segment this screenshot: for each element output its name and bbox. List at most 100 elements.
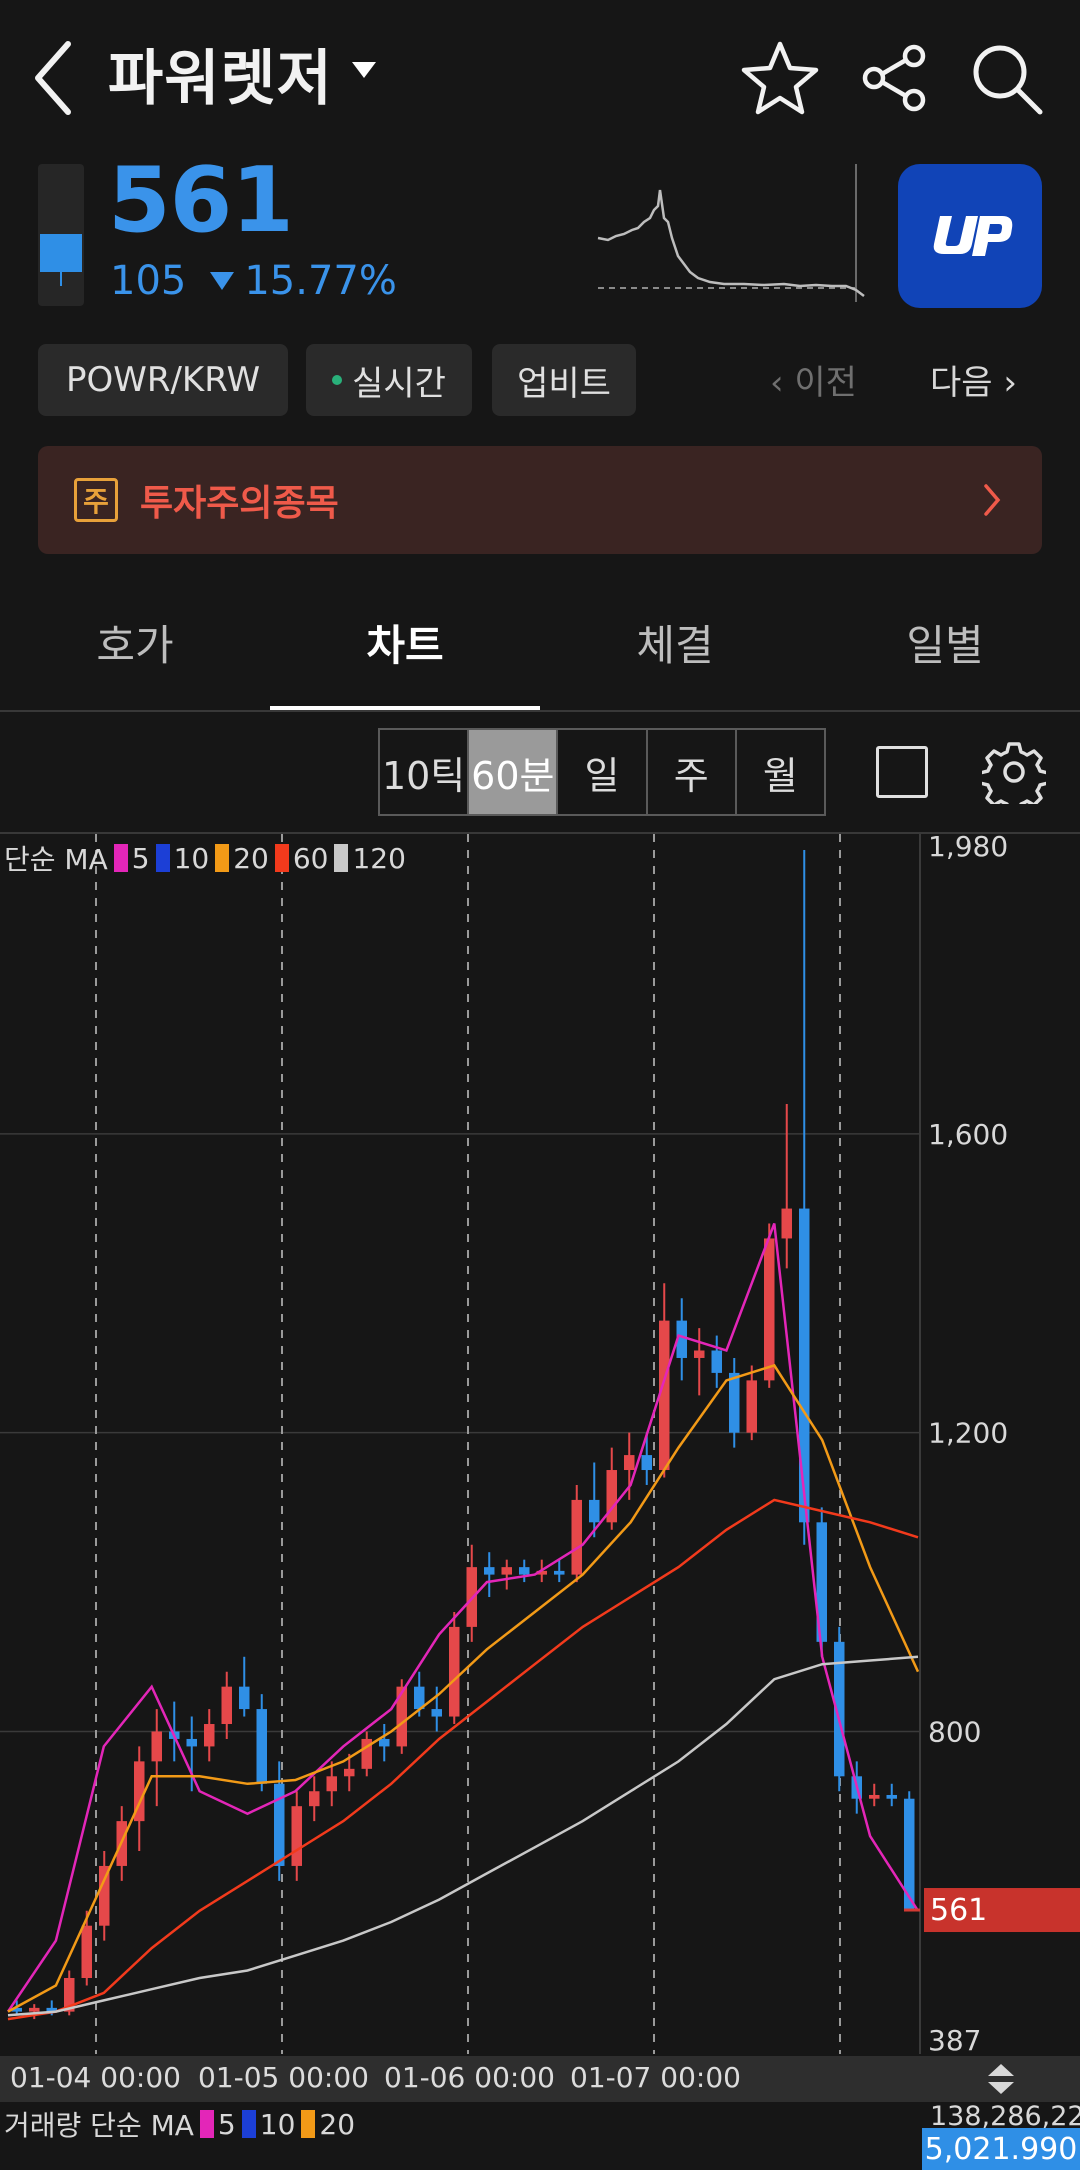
search-icon[interactable] <box>966 38 1046 118</box>
vol-ma20-swatch <box>301 2110 316 2138</box>
y-tick-label: 1,980 <box>928 834 1008 863</box>
candle <box>414 1686 425 1710</box>
live-dot-icon <box>332 375 343 385</box>
candle <box>571 1499 582 1575</box>
change-amount: 105 <box>110 258 187 304</box>
candle <box>361 1738 372 1769</box>
ma10-swatch <box>155 844 170 872</box>
candle <box>536 1570 547 1575</box>
candle <box>816 1522 827 1642</box>
tab-daily[interactable]: 일별 <box>906 621 984 670</box>
share-icon[interactable] <box>856 38 936 118</box>
upbit-logo-icon <box>933 216 1013 256</box>
vol-ma5-swatch <box>199 2110 214 2138</box>
chevron-right-icon <box>984 484 1001 516</box>
candle <box>204 1724 215 1747</box>
vol-ma10-swatch <box>241 2110 256 2138</box>
y-tick-label: 800 <box>928 1715 981 1748</box>
period-10tick[interactable]: 10틱 <box>380 730 470 814</box>
candle <box>151 1731 162 1762</box>
candle <box>781 1208 792 1239</box>
exchange-chip[interactable]: 업비트 <box>492 344 636 416</box>
y-tick-label: 1,600 <box>928 1118 1008 1151</box>
ma120-swatch <box>334 844 349 872</box>
current-price-tag <box>924 1888 1080 1933</box>
candle <box>641 1455 652 1471</box>
divider <box>0 832 1080 834</box>
ma-line-60 <box>7 1498 919 2021</box>
candle <box>554 1570 565 1575</box>
y-tick-label: 387 <box>928 2024 981 2054</box>
gear-icon[interactable] <box>982 740 1046 804</box>
candle <box>274 1783 285 1866</box>
candle <box>379 1738 390 1747</box>
period-selector: 10틱 60분 일 주 월 <box>378 728 826 816</box>
tab-trades[interactable]: 체결 <box>636 621 714 670</box>
fullscreen-square-icon[interactable] <box>876 746 928 798</box>
current-price-label: 561 <box>930 1893 987 1928</box>
period-month[interactable]: 월 <box>762 753 798 798</box>
candle <box>904 1798 915 1911</box>
back-chevron-icon[interactable] <box>30 38 80 118</box>
candle <box>799 1208 810 1523</box>
x-tick-label: 01-05 00:00 <box>198 2061 369 2094</box>
tab-orderbook[interactable]: 호가 <box>96 621 174 670</box>
candle <box>46 2007 57 2012</box>
ma-line-120 <box>7 1655 919 2017</box>
period-week[interactable]: 주 <box>648 730 737 814</box>
volume-max-label: 138,286,222 <box>930 2101 1080 2132</box>
candle <box>746 1380 757 1433</box>
tab-chart[interactable]: 차트 <box>366 621 444 670</box>
candle <box>64 1977 75 2012</box>
candle <box>869 1794 880 1799</box>
ma5-swatch <box>113 844 128 872</box>
candle <box>29 2007 40 2012</box>
current-price: 561 <box>108 148 294 253</box>
candle <box>431 1709 442 1717</box>
candle <box>396 1686 407 1747</box>
candle <box>291 1806 302 1866</box>
candle <box>11 2007 22 2012</box>
caret-down-icon[interactable] <box>352 62 376 78</box>
change-percent: 15.77% <box>244 258 397 304</box>
star-icon[interactable] <box>740 38 820 118</box>
pair-chip[interactable]: POWR/KRW <box>38 344 288 416</box>
price-chart[interactable]: 1,980 1,600 1,200 800 387 561 <box>0 834 1080 2054</box>
x-tick-label: 01-04 00:00 <box>10 2061 181 2094</box>
x-axis-bar <box>0 2056 1080 2102</box>
down-triangle-icon <box>210 272 235 290</box>
candle <box>676 1320 687 1358</box>
ma-line-5 <box>6 1223 920 2013</box>
candle <box>519 1567 530 1575</box>
candle <box>134 1761 145 1822</box>
candle <box>834 1641 845 1777</box>
candle <box>659 1320 670 1471</box>
candle <box>624 1455 635 1471</box>
candle <box>589 1499 600 1523</box>
exchange-logo <box>898 164 1042 308</box>
ma-legend: 단순 MA 5 10 20 60 120 <box>4 841 406 877</box>
caution-banner[interactable]: 주 투자주의종목 <box>38 446 1042 554</box>
volume-legend: 거래량 단순 MA 5 10 20 <box>4 2107 356 2143</box>
realtime-chip[interactable]: 실시간 <box>306 344 472 416</box>
period-60min[interactable]: 60분 <box>469 730 559 814</box>
price-change: 105 15.77% <box>110 258 397 304</box>
candle <box>764 1238 775 1381</box>
prev-coin-link[interactable]: ‹ 이전 <box>770 363 857 403</box>
divider <box>0 710 1080 712</box>
sparkline-chart <box>597 164 865 302</box>
candle <box>449 1626 460 1717</box>
y-tick-label: 1,200 <box>928 1417 1008 1450</box>
x-tick-label: 01-07 00:00 <box>570 2061 741 2094</box>
candle <box>326 1776 337 1792</box>
candle <box>99 1865 110 1926</box>
candle <box>606 1470 617 1523</box>
coin-title[interactable]: 파워렛저 <box>108 44 333 114</box>
candle <box>501 1567 512 1575</box>
period-day[interactable]: 일 <box>558 730 648 814</box>
candle <box>729 1372 740 1433</box>
resize-updown-icon[interactable] <box>984 2062 1018 2096</box>
candle <box>309 1791 320 1807</box>
x-tick-label: 01-06 00:00 <box>384 2061 555 2094</box>
next-coin-link[interactable]: 다음 › <box>930 363 1017 403</box>
